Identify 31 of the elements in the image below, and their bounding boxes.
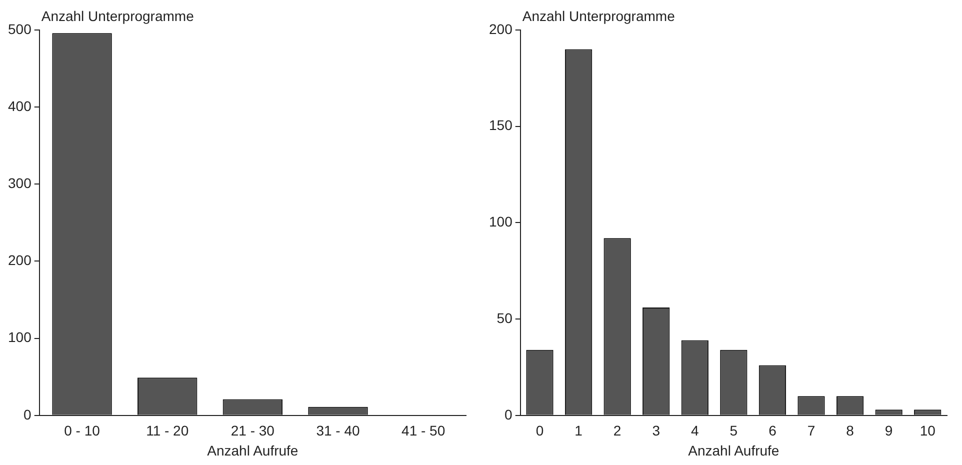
- x-tick-label: 7: [807, 422, 816, 439]
- y-tick-label: 200: [489, 20, 513, 37]
- y-axis-title: Anzahl Unterprogramme: [41, 8, 194, 24]
- x-tick-label: 8: [846, 422, 854, 439]
- x-tick-label: 31 - 40: [316, 422, 360, 439]
- x-tick-label: 21 - 30: [230, 422, 275, 439]
- y-tick-label: 100: [489, 214, 513, 230]
- x-tick-label: 10: [920, 422, 936, 439]
- x-axis-title: Anzahl Aufrufe: [207, 442, 298, 458]
- x-tick-label: 2: [613, 422, 622, 439]
- y-tick-label: 200: [8, 252, 32, 268]
- y-tick-label: 500: [8, 20, 32, 37]
- y-tick-label: 0: [24, 406, 32, 422]
- y-tick-label: 0: [504, 406, 513, 422]
- x-tick-label: 9: [884, 422, 893, 439]
- x-tick-label: 6: [768, 422, 777, 439]
- x-tick-label: 41 - 50: [402, 422, 446, 439]
- x-tick-label: 3: [652, 422, 660, 439]
- y-tick-label: 100: [8, 329, 32, 346]
- y-tick-label: 400: [8, 98, 32, 114]
- x-tick-label: 0 - 10: [64, 422, 100, 439]
- y-axis-title: Anzahl Unterprogramme: [522, 8, 676, 24]
- y-tick-label: 150: [489, 117, 513, 134]
- x-axis-title: Anzahl Aufrufe: [688, 442, 780, 458]
- y-tick-label: 50: [496, 310, 513, 326]
- x-tick-label: 1: [574, 422, 583, 439]
- x-tick-label: 5: [730, 422, 738, 439]
- x-tick-label: 0: [536, 422, 544, 439]
- y-tick-label: 300: [8, 175, 32, 192]
- x-tick-label: 11 - 20: [146, 422, 189, 439]
- x-tick-label: 4: [690, 422, 699, 439]
